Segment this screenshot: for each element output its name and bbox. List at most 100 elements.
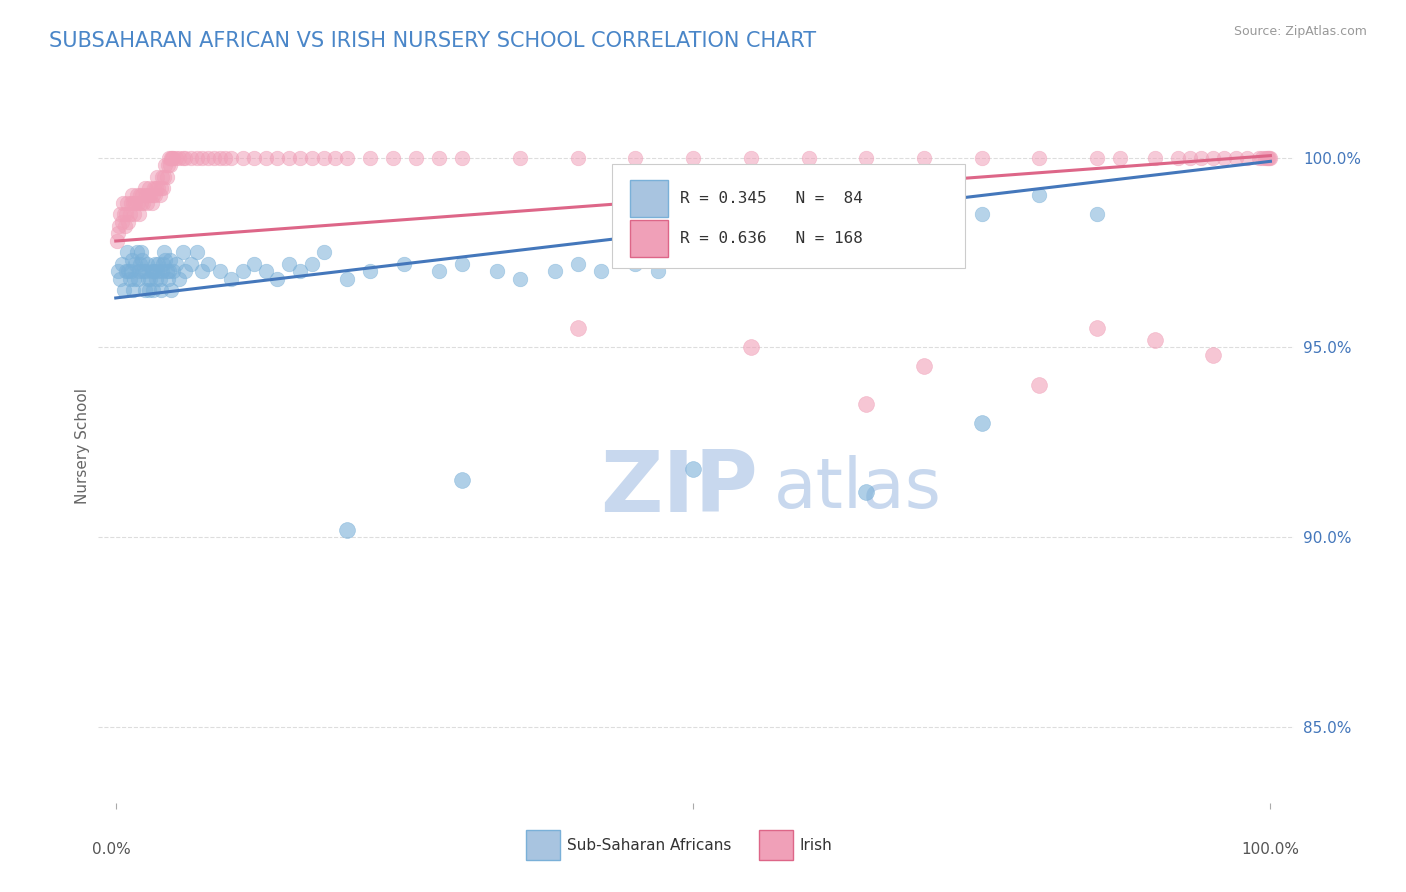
Point <box>150 264 173 278</box>
Point <box>146 264 169 278</box>
Point <box>1085 321 1108 335</box>
Point <box>1189 151 1212 165</box>
Point <box>124 257 146 271</box>
Point <box>129 257 152 271</box>
Point <box>451 257 474 271</box>
Point <box>153 169 176 184</box>
Point <box>132 196 155 211</box>
Point <box>567 151 589 165</box>
Point <box>162 264 184 278</box>
Point <box>1085 151 1108 165</box>
Point <box>135 188 157 202</box>
Point <box>704 234 727 248</box>
Point <box>134 181 156 195</box>
Text: 0.0%: 0.0% <box>93 842 131 857</box>
Point <box>112 284 135 298</box>
Point <box>167 151 190 165</box>
Point <box>107 264 129 278</box>
Point <box>567 321 589 335</box>
Point <box>359 264 381 278</box>
Point <box>135 264 157 278</box>
Point <box>312 245 335 260</box>
Point <box>912 359 935 374</box>
FancyBboxPatch shape <box>630 180 668 217</box>
Point <box>1236 151 1258 165</box>
Point <box>111 196 134 211</box>
Point <box>160 284 183 298</box>
Point <box>1028 188 1050 202</box>
Point <box>165 151 187 165</box>
Point <box>131 188 153 202</box>
Point <box>143 188 166 202</box>
Point <box>174 264 197 278</box>
Point <box>135 196 157 211</box>
Point <box>394 257 416 271</box>
Point <box>152 181 174 195</box>
Point <box>115 207 138 221</box>
Point <box>148 257 170 271</box>
Point <box>110 272 132 286</box>
Point <box>254 151 277 165</box>
Point <box>567 257 589 271</box>
Point <box>172 245 194 260</box>
Text: Sub-Saharan Africans: Sub-Saharan Africans <box>567 838 731 853</box>
Point <box>243 257 266 271</box>
Point <box>155 264 177 278</box>
Point <box>127 196 149 211</box>
Point <box>312 151 335 165</box>
Point <box>1225 151 1247 165</box>
Point <box>1028 378 1050 392</box>
Point <box>129 188 152 202</box>
Point <box>1258 151 1281 165</box>
Point <box>145 272 167 286</box>
Point <box>243 151 266 165</box>
Point <box>138 181 160 195</box>
Point <box>186 151 208 165</box>
Point <box>912 151 935 165</box>
Point <box>266 151 288 165</box>
Point <box>323 151 346 165</box>
Point <box>485 264 508 278</box>
Point <box>797 151 820 165</box>
Text: R = 0.636   N = 168: R = 0.636 N = 168 <box>681 231 863 246</box>
Point <box>149 284 172 298</box>
Point <box>1028 151 1050 165</box>
Point <box>509 272 531 286</box>
Point <box>118 272 141 286</box>
Point <box>115 264 138 278</box>
Point <box>1213 151 1236 165</box>
Point <box>301 257 323 271</box>
Point <box>124 196 146 211</box>
Text: ZIP: ZIP <box>600 447 758 531</box>
Point <box>159 252 181 267</box>
Point <box>1253 151 1275 165</box>
Point <box>125 245 148 260</box>
Point <box>543 264 565 278</box>
Point <box>122 284 145 298</box>
Point <box>682 245 704 260</box>
Point <box>301 151 323 165</box>
Point <box>1178 151 1201 165</box>
Point <box>136 188 159 202</box>
Point <box>232 151 254 165</box>
Point <box>232 264 254 278</box>
Point <box>290 151 312 165</box>
Point <box>1109 151 1132 165</box>
Point <box>138 284 160 298</box>
Point <box>120 196 142 211</box>
Point <box>186 245 208 260</box>
Point <box>117 215 139 229</box>
Point <box>156 272 179 286</box>
Point <box>624 257 647 271</box>
Point <box>162 151 184 165</box>
Text: Source: ZipAtlas.com: Source: ZipAtlas.com <box>1233 25 1367 38</box>
Point <box>142 181 165 195</box>
Point <box>152 257 174 271</box>
Point <box>142 188 165 202</box>
Point <box>108 219 131 233</box>
Point <box>146 169 169 184</box>
Point <box>142 264 165 278</box>
Point <box>131 252 153 267</box>
Point <box>336 151 359 165</box>
Point <box>149 272 172 286</box>
